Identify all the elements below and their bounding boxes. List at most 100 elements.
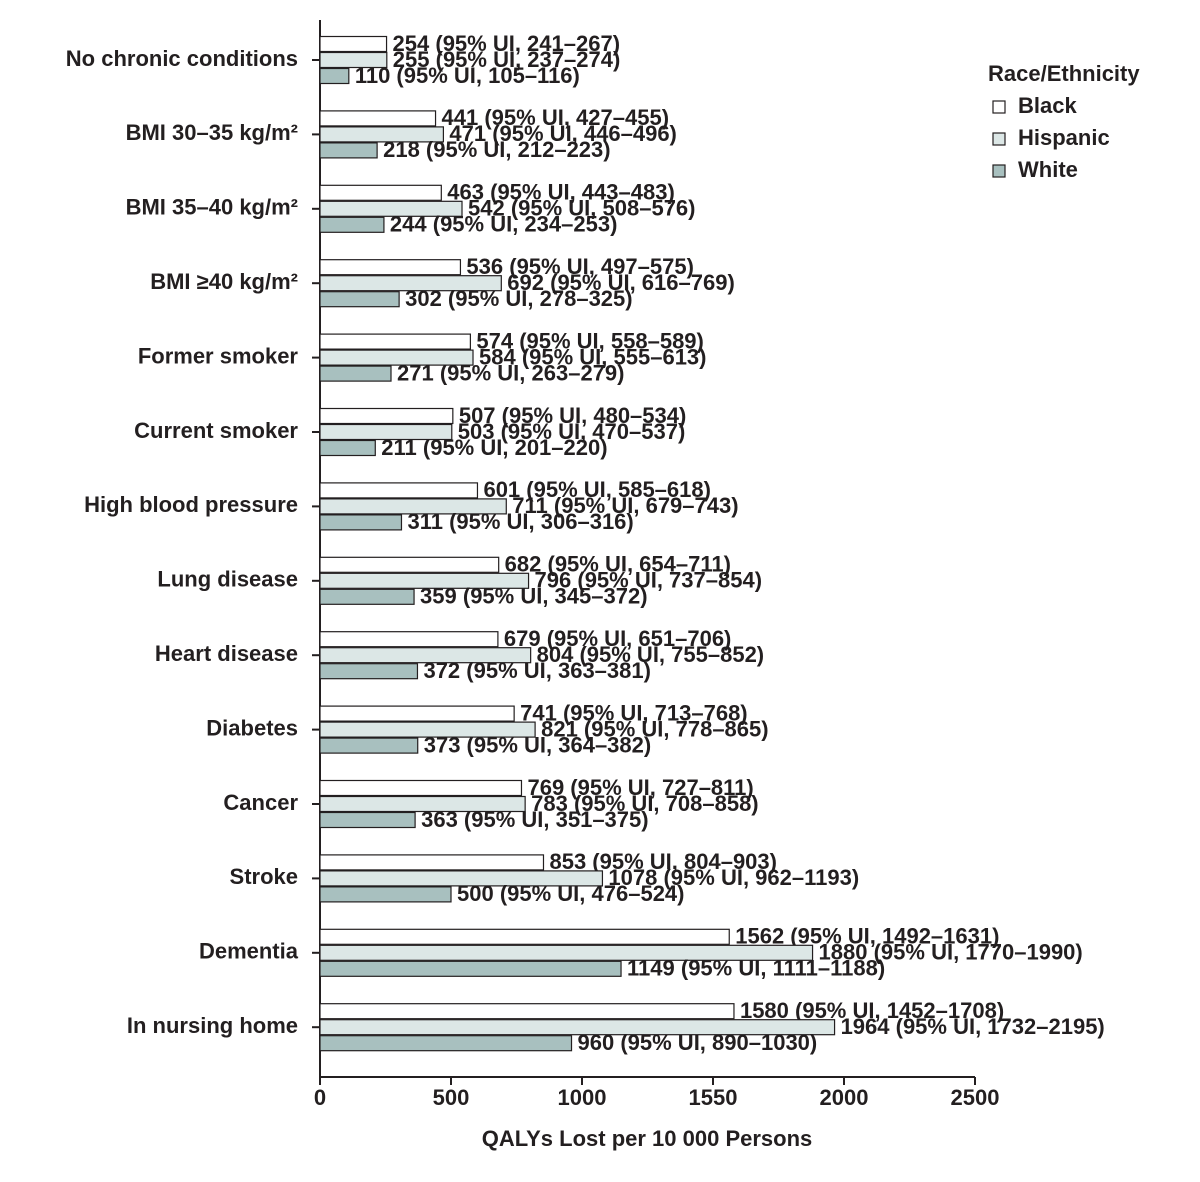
- value-label: 363 (95% UI, 351–375): [421, 807, 648, 832]
- legend-swatch: [992, 164, 1006, 178]
- bar: [319, 407, 454, 425]
- value-label: 601 (95% UI, 585–618): [483, 477, 711, 502]
- bar: [319, 259, 462, 276]
- bar: [319, 365, 392, 382]
- value-label: 804 (95% UI, 755–852): [537, 642, 765, 667]
- x-tick-label: 1550: [689, 1085, 738, 1110]
- value-label: 1078 (95% UI, 962–1193): [608, 865, 859, 890]
- bar: [319, 349, 474, 366]
- bar: [319, 572, 530, 589]
- bar: [319, 216, 385, 233]
- bar: [319, 1019, 836, 1036]
- bar: [319, 737, 419, 754]
- legend-label: Hispanic: [1018, 125, 1110, 150]
- bar: [319, 960, 622, 977]
- bar: [319, 721, 536, 738]
- y-tick-label: Cancer: [223, 790, 298, 815]
- value-label: 211 (95% UI, 201–220): [381, 435, 607, 460]
- y-tick-label: In nursing home: [127, 1013, 298, 1038]
- y-tick-label: Current smoker: [134, 418, 298, 443]
- bar: [319, 1003, 735, 1020]
- value-label: 692 (95% UI, 616–769): [507, 270, 734, 295]
- y-tick-label: Lung disease: [157, 567, 298, 592]
- bar: [319, 184, 442, 201]
- value-label: 682 (95% UI, 654–711): [505, 552, 731, 577]
- value-label: 711 (95% UI, 679–743): [512, 493, 738, 518]
- value-label: 500 (95% UI, 476–524): [457, 881, 685, 906]
- legend-swatch: [992, 132, 1006, 146]
- value-label: 372 (95% UI, 363–381): [423, 658, 651, 683]
- value-label: 471 (95% UI, 446–496): [449, 121, 676, 146]
- bar: [319, 514, 403, 531]
- legend-label: White: [1018, 157, 1078, 182]
- value-label: 536 (95% UI, 497–575): [466, 254, 694, 279]
- bar: [319, 423, 453, 441]
- value-label: 741 (95% UI, 713–768): [520, 700, 748, 725]
- value-label: 1149 (95% UI, 1111–1188): [627, 956, 885, 981]
- value-label: 1580 (95% UI, 1452–1708): [740, 998, 1004, 1023]
- value-label: 507 (95% UI, 480–534): [459, 403, 686, 428]
- y-tick-label: Heart disease: [155, 641, 298, 666]
- value-label: 584 (95% UI, 555–613): [479, 344, 707, 369]
- y-tick-label: Stroke: [230, 864, 298, 889]
- value-label: 110 (95% UI, 105–116): [355, 63, 580, 88]
- bar: [319, 928, 730, 945]
- value-label: 1964 (95% UI, 1732–2195): [841, 1014, 1105, 1039]
- value-label: 821 (95% UI, 778–865): [541, 716, 769, 741]
- bar: [319, 482, 479, 499]
- bar: [319, 795, 526, 813]
- x-tick-label: 1000: [558, 1085, 607, 1110]
- y-tick-label: BMI ≥40 kg/m²: [150, 269, 298, 294]
- bar: [319, 779, 523, 797]
- value-label: 218 (95% UI, 212–223): [383, 137, 610, 162]
- bar: [319, 142, 378, 159]
- y-tick-label: Dementia: [199, 939, 299, 964]
- value-label: 960 (95% UI, 890–1030): [578, 1030, 818, 1055]
- x-tick-label: 2500: [951, 1085, 1000, 1110]
- x-tick-label: 0: [314, 1085, 326, 1110]
- value-label: 244 (95% UI, 234–253): [390, 212, 617, 237]
- value-label: 503 (95% UI, 470–537): [458, 419, 686, 444]
- value-label: 853 (95% UI, 804–903): [549, 849, 777, 874]
- y-tick-label: Diabetes: [206, 715, 298, 740]
- value-label: 254 (95% UI, 241–267): [393, 31, 620, 56]
- y-tick-label: BMI 30–35 kg/m²: [126, 120, 298, 145]
- value-label: 302 (95% UI, 278–325): [405, 286, 633, 311]
- x-axis-title: QALYs Lost per 10 000 Persons: [482, 1126, 813, 1151]
- bar: [319, 663, 419, 680]
- bar: [319, 67, 350, 85]
- bar: [319, 110, 437, 127]
- bar: [319, 200, 463, 217]
- y-tick-label: No chronic conditions: [66, 46, 298, 71]
- value-label: 542 (95% UI, 508–576): [468, 196, 696, 221]
- bar: [319, 886, 452, 903]
- legend-label: Black: [1018, 93, 1077, 118]
- legend-title: Race/Ethnicity: [988, 61, 1140, 86]
- value-label: 463 (95% UI, 443–483): [447, 180, 675, 205]
- bar: [319, 647, 532, 664]
- bar: [319, 51, 388, 69]
- bar: [319, 126, 445, 143]
- value-label: 359 (95% UI, 345–372): [420, 584, 647, 609]
- bar: [319, 498, 507, 515]
- bar: [319, 705, 515, 722]
- value-label: 574 (95% UI, 558–589): [476, 328, 704, 353]
- bar: [319, 588, 415, 605]
- y-tick-label: High blood pressure: [84, 492, 298, 517]
- bar: [319, 1035, 573, 1052]
- value-label: 783 (95% UI, 708–858): [531, 791, 759, 816]
- bar: [319, 333, 471, 350]
- value-label: 796 (95% UI, 737–854): [535, 568, 763, 593]
- bar: [319, 854, 545, 871]
- value-label: 255 (95% UI, 237–274): [393, 47, 621, 72]
- bar: [319, 811, 416, 829]
- value-label: 1880 (95% UI, 1770–1990): [819, 940, 1083, 965]
- bar: [319, 275, 502, 292]
- bar: [319, 944, 814, 961]
- bar: [319, 870, 604, 887]
- value-label: 271 (95% UI, 263–279): [397, 360, 625, 385]
- bar: [319, 631, 499, 648]
- value-label: 769 (95% UI, 727–811): [527, 775, 753, 800]
- bar: [319, 439, 376, 457]
- legend-swatch: [992, 100, 1006, 114]
